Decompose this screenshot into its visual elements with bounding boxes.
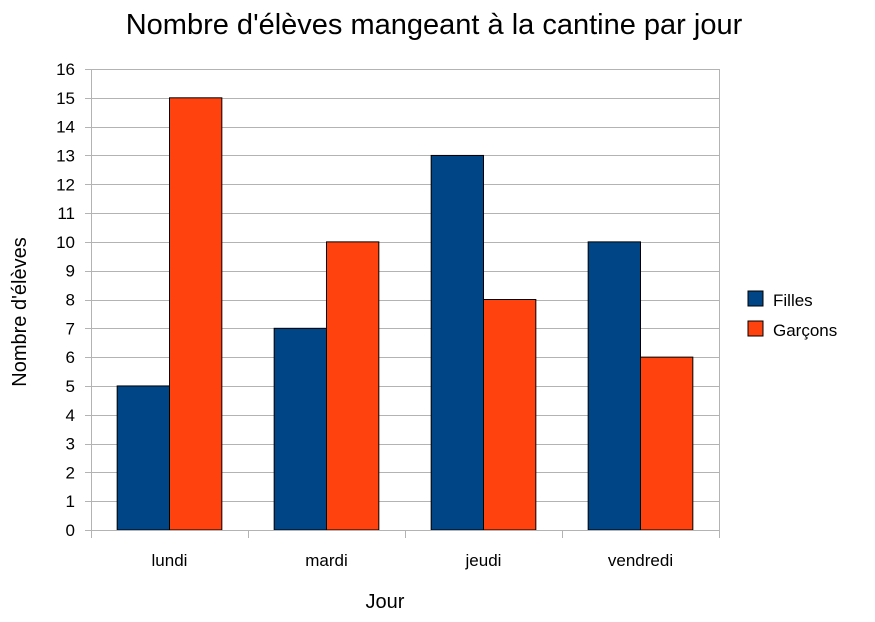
y-tick-label: 10 xyxy=(56,233,75,252)
y-tick-label: 4 xyxy=(66,406,75,425)
y-tick-label: 9 xyxy=(66,262,75,281)
bar-garons-vendredi xyxy=(640,356,694,531)
legend-swatch xyxy=(747,290,764,307)
legend-label: Filles xyxy=(773,291,813,310)
x-tick-label: mardi xyxy=(305,551,348,570)
y-tick-label: 1 xyxy=(66,492,75,511)
legend: Filles Garçons xyxy=(747,290,837,340)
x-tick-labels: lundi mardi jeudi vendredi xyxy=(152,551,674,570)
x-tick-label: jeudi xyxy=(465,551,502,570)
y-tick-label: 6 xyxy=(66,348,75,367)
y-tick-label: 16 xyxy=(56,60,75,79)
bar-filles-jeudi xyxy=(430,154,484,531)
bar-filles-lundi xyxy=(116,385,170,531)
y-tick-label: 0 xyxy=(66,521,75,540)
y-tick-label: 2 xyxy=(66,463,75,482)
y-tick-label: 12 xyxy=(56,175,75,194)
legend-swatch xyxy=(747,320,764,337)
y-tick-label: 7 xyxy=(66,319,75,338)
bar-garons-jeudi xyxy=(483,299,537,531)
bar-filles-vendredi xyxy=(587,241,642,531)
chart-title: Nombre d'élèves mangeant à la cantine pa… xyxy=(126,9,743,41)
bar-filles-mardi xyxy=(273,327,327,531)
bar-garons-lundi xyxy=(169,97,223,531)
y-tick-label: 14 xyxy=(56,118,75,137)
x-axis-title: Jour xyxy=(366,591,405,613)
y-tick-label: 3 xyxy=(66,435,75,454)
y-tick-label: 8 xyxy=(66,291,75,310)
x-tick-label: vendredi xyxy=(608,551,673,570)
bars xyxy=(116,97,694,531)
y-axis-title: Nombre d'élèves xyxy=(9,237,31,386)
x-tick-label: lundi xyxy=(152,551,188,570)
axes xyxy=(85,69,720,538)
y-tick-label: 15 xyxy=(56,89,75,108)
legend-label: Garçons xyxy=(773,321,837,340)
y-tick-label: 13 xyxy=(56,146,75,165)
y-tick-label: 5 xyxy=(66,377,75,396)
bar-garons-mardi xyxy=(326,241,380,531)
y-tick-label: 11 xyxy=(57,204,75,223)
